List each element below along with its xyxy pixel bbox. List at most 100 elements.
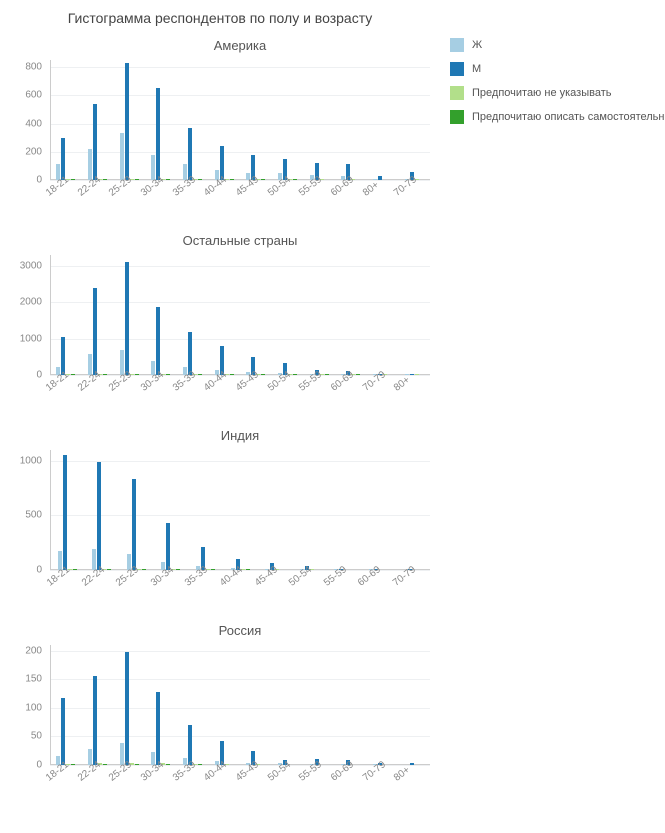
bar-group [120, 63, 139, 180]
y-tick-label: 3000 [20, 260, 42, 271]
bar[interactable] [125, 63, 129, 180]
bar[interactable] [71, 179, 75, 180]
bar[interactable] [261, 179, 265, 180]
bar[interactable] [142, 569, 146, 570]
bar[interactable] [135, 374, 139, 375]
gridline [50, 67, 430, 68]
y-tick-label: 100 [25, 702, 42, 713]
bar-group [373, 176, 392, 180]
y-axis: 050100150200 [0, 645, 48, 765]
bar-group [151, 692, 170, 765]
bar[interactable] [198, 374, 202, 375]
bar[interactable] [188, 128, 192, 180]
bar[interactable] [93, 288, 97, 375]
bar-group [151, 307, 170, 375]
gridline [50, 152, 430, 153]
bar[interactable] [293, 179, 297, 180]
bar[interactable] [325, 374, 329, 375]
bar[interactable] [166, 764, 170, 765]
gridline [50, 736, 430, 737]
bar[interactable] [156, 307, 160, 375]
bar[interactable] [261, 374, 265, 375]
y-axis-line [50, 255, 51, 375]
gridline [50, 339, 430, 340]
bar[interactable] [107, 569, 111, 570]
bar[interactable] [103, 179, 107, 180]
bar[interactable] [230, 179, 234, 180]
y-tick-label: 500 [25, 510, 42, 521]
bar[interactable] [293, 374, 297, 375]
bar-group [56, 138, 75, 180]
legend-item[interactable]: Ж [450, 38, 665, 52]
bar[interactable] [73, 569, 77, 570]
bar[interactable] [135, 764, 139, 765]
bar[interactable] [230, 374, 234, 375]
bar-group [92, 462, 111, 570]
bar[interactable] [93, 104, 97, 180]
bar[interactable] [166, 179, 170, 180]
legend-item[interactable]: Предпочитаю не указывать [450, 86, 665, 100]
bar[interactable] [132, 479, 136, 570]
bar[interactable] [103, 764, 107, 765]
bar[interactable] [125, 262, 129, 375]
bar[interactable] [63, 455, 67, 570]
bar[interactable] [198, 764, 202, 765]
chart-panel: Остальные страны010002000300018-2122-242… [0, 227, 440, 422]
y-axis-line [50, 450, 51, 570]
chart-panel: Россия05010015020018-2122-2425-2930-3435… [0, 617, 440, 812]
bar-group [183, 725, 202, 765]
bar[interactable] [156, 88, 160, 180]
legend-item[interactable]: Предпочитаю описать самостоятельно [450, 110, 665, 124]
bar[interactable] [103, 374, 107, 375]
bar[interactable] [410, 374, 414, 375]
legend-swatch [450, 110, 464, 124]
panel-title: Индия [50, 422, 430, 443]
legend-item[interactable]: М [450, 62, 665, 76]
y-axis: 05001000 [0, 450, 48, 570]
gridline [50, 95, 430, 96]
y-axis-line [50, 645, 51, 765]
bar[interactable] [198, 179, 202, 180]
bar-group [120, 262, 139, 375]
bar[interactable] [378, 176, 382, 180]
bar[interactable] [88, 149, 92, 180]
bar[interactable] [135, 179, 139, 180]
bar[interactable] [246, 569, 250, 570]
legend-swatch [450, 62, 464, 76]
legend-label: Ж [472, 39, 482, 51]
y-tick-label: 150 [25, 674, 42, 685]
y-axis: 0200400600800 [0, 60, 48, 180]
y-tick-label: 50 [31, 731, 42, 742]
bar[interactable] [176, 569, 180, 570]
bar[interactable] [415, 374, 419, 375]
bar[interactable] [71, 764, 75, 765]
y-axis: 0100020003000 [0, 255, 48, 375]
x-axis: 18-2122-2425-2930-3435-3940-4445-4950-54… [50, 377, 430, 417]
bar[interactable] [125, 652, 129, 765]
chart-area [50, 255, 430, 375]
bar[interactable] [120, 133, 124, 180]
gridline [50, 124, 430, 125]
bar[interactable] [97, 462, 101, 570]
y-tick-label: 200 [25, 645, 42, 656]
bar[interactable] [61, 698, 65, 765]
bar[interactable] [211, 569, 215, 570]
bar[interactable] [356, 374, 360, 375]
bar[interactable] [71, 374, 75, 375]
bar[interactable] [156, 692, 160, 765]
bar[interactable] [410, 763, 414, 765]
bar[interactable] [166, 374, 170, 375]
chart-area [50, 450, 430, 570]
legend-label: Предпочитаю описать самостоятельно [472, 111, 665, 123]
bar-group [183, 332, 202, 375]
bar-group [405, 763, 424, 765]
bar[interactable] [93, 676, 97, 765]
bar-group [215, 146, 234, 180]
x-axis: 18-2122-2425-2930-3435-3940-4445-4950-54… [50, 767, 430, 807]
y-tick-label: 600 [25, 90, 42, 101]
gridline [50, 679, 430, 680]
bar-group [88, 288, 107, 375]
bar[interactable] [166, 523, 170, 570]
bar-group [151, 88, 170, 180]
chart-panel: Индия0500100018-2122-2425-2930-3435-3940… [0, 422, 440, 617]
